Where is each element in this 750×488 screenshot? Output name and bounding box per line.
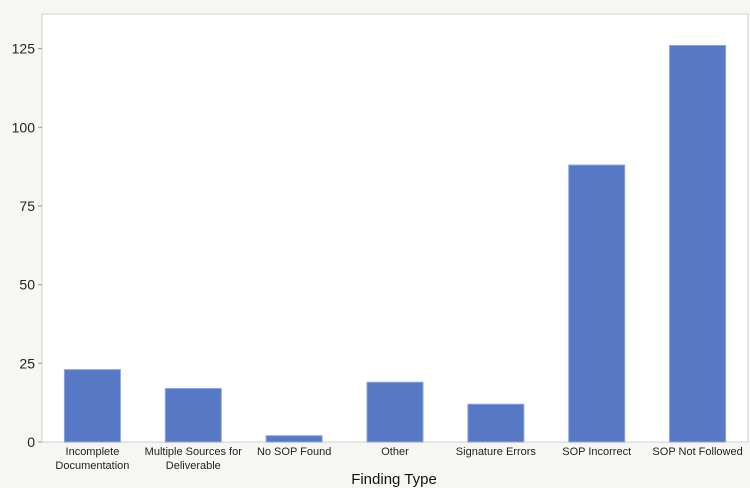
x-tick-label: Deliverable [166,460,221,472]
bar [366,381,424,443]
y-axis: 0 25 50 75 100 125 [12,41,42,450]
bar [568,164,626,443]
y-tick-label: 125 [12,41,36,57]
bar [467,403,525,443]
bar [669,44,727,443]
x-tick-label: Documentation [55,460,129,472]
bars [63,44,727,443]
bar [164,388,222,443]
y-tick-label: 25 [19,355,35,371]
y-tick-label: 50 [19,277,35,293]
x-axis: Incomplete Documentation Multiple Sources … [55,446,742,472]
bar [265,435,323,443]
x-tick-label: Multiple Sources for [145,446,243,458]
x-tick-label: No SOP Found [257,446,331,458]
x-tick-label: Signature Errors [456,446,537,458]
x-tick-label: Incomplete [66,446,120,458]
x-axis-label: Finding Type [351,471,437,488]
plot-area [41,13,749,443]
bar [63,369,121,443]
x-tick-label: Other [381,446,409,458]
y-tick-label: 0 [27,434,35,450]
y-tick-label: 100 [12,119,36,135]
x-tick-label: SOP Incorrect [562,446,631,458]
x-tick-label: SOP Not Followed [652,446,742,458]
y-tick-label: 75 [19,198,35,214]
